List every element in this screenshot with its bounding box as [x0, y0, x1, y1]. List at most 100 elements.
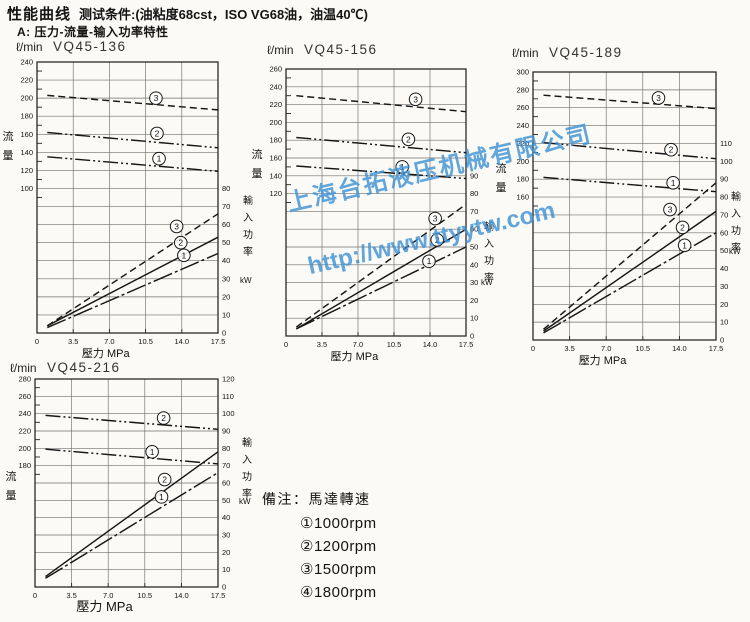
power-axis-label: 率 — [243, 245, 253, 258]
power-curve-badge-text: 1 — [427, 256, 432, 266]
power-tick-label: 120 — [222, 375, 235, 384]
flow-curve-badge-1000rpm — [145, 445, 159, 459]
x-tick-label: 7.0 — [601, 344, 611, 353]
power-tick-label: 70 — [222, 202, 230, 211]
x-tick-label: 14.0 — [672, 344, 687, 353]
model-label: VQ45-136 — [53, 39, 127, 54]
x-tick-label: 17.5 — [211, 591, 226, 600]
power-curve-badge-1500rpm — [663, 202, 677, 217]
power-tick-label: 80 — [222, 184, 230, 193]
power-axis-label: 功 — [731, 225, 741, 237]
x-tick-label: 0 — [35, 337, 39, 346]
x-tick-label: 0 — [531, 344, 535, 353]
model-label: VQ45-156 — [304, 42, 378, 57]
flow-axis-label: 量 — [6, 489, 17, 502]
power-axis-label: 率 — [242, 487, 252, 500]
power-tick-label: 40 — [720, 264, 728, 273]
flow-curve-badge-text: 2 — [155, 128, 160, 138]
flow-tick-label: 180 — [269, 136, 282, 145]
vq45-156-flow-curve-1200rpm — [296, 136, 467, 154]
x-tick-label: 14.0 — [174, 337, 189, 346]
flow-tick-label: 260 — [18, 392, 31, 401]
x-tick-label: 17.5 — [459, 340, 474, 349]
x-tick-label: 3.5 — [564, 344, 574, 353]
flow-curve-badge-text: 2 — [161, 413, 166, 423]
power-unit-label: kW — [239, 497, 251, 506]
power-tick-label: 70 — [720, 210, 728, 219]
flow-curve-badge-text: 3 — [413, 94, 418, 104]
x-axis-label: 壓力 MPa — [76, 599, 133, 614]
flow-tick-label: 200 — [269, 118, 282, 127]
flow-tick-label: 160 — [516, 193, 529, 202]
flow-tick-label: 200 — [516, 157, 529, 166]
x-tick-label: 14.0 — [423, 340, 438, 349]
x-tick-label: 3.5 — [68, 337, 78, 346]
flow-curve-badge-1200rpm — [401, 132, 416, 147]
flow-curve-badge-1000rpm — [666, 175, 680, 190]
power-tick-label: 30 — [222, 274, 230, 283]
vq45-136-power-curve-1000rpm — [47, 252, 219, 329]
x-tick-label: 10.5 — [387, 340, 402, 349]
power-axis-label: 輸 — [242, 436, 252, 449]
power-tick-label: 10 — [222, 310, 230, 319]
flow-curve-badge-text: 1 — [400, 162, 405, 172]
flow-curve-badge-1000rpm — [152, 151, 166, 166]
page-title: 性能曲线 测试条件:(油粘度68cst，ISO VG68油，油温40℃) — [7, 3, 368, 24]
x-tick-label: 17.5 — [211, 337, 226, 346]
vq45-156-power-curve-1000rpm — [295, 246, 467, 330]
power-curve-badge-text: 2 — [680, 222, 685, 232]
power-curve-badge-text: 2 — [435, 235, 440, 245]
power-axis-label: 入 — [731, 209, 741, 220]
power-axis-label: 入 — [484, 239, 494, 250]
flow-curve-badge-1200rpm — [664, 142, 678, 157]
chart-title-vq45-216: ℓ/min VQ45-216 — [10, 359, 121, 377]
power-tick-label: 50 — [222, 496, 230, 505]
power-tick-label: 60 — [720, 228, 728, 237]
vq45-189-power-curve-1500rpm — [543, 182, 717, 330]
power-tick-label: 40 — [470, 260, 478, 269]
vq45-136-flow-curve-1200rpm — [47, 131, 219, 149]
power-tick-label: 90 — [470, 171, 478, 180]
plot-frame — [34, 378, 219, 588]
power-curve-badge-1000rpm — [677, 238, 692, 253]
x-tick-label: 3.5 — [66, 591, 76, 600]
power-unit-label: kW — [729, 247, 741, 256]
vq45-216-power-curve-1200rpm — [45, 451, 219, 578]
flow-axis-label: 流 — [496, 161, 507, 175]
power-tick-label: 40 — [222, 256, 230, 265]
flow-curve-badge-text: 3 — [154, 93, 159, 103]
flow-tick-label: 120 — [20, 166, 33, 175]
power-tick-label: 30 — [470, 278, 478, 287]
flow-curve-badge-text: 1 — [150, 447, 155, 457]
flow-tick-label: 160 — [269, 154, 282, 163]
chart-title-vq45-136: ℓ/min VQ45-136 — [16, 38, 127, 56]
vq45-136-power-curve-1500rpm — [46, 213, 219, 327]
power-curve-badge-1200rpm — [157, 472, 172, 487]
vq45-189-power-curve-1000rpm — [543, 232, 717, 334]
power-tick-label: 10 — [470, 314, 478, 323]
vq45-156-power-curve-1500rpm — [295, 203, 467, 328]
power-tick-label: 20 — [222, 548, 230, 557]
flow-curve-badge-text: 3 — [656, 93, 661, 103]
power-tick-label: 100 — [222, 409, 235, 418]
power-tick-label: 30 — [222, 531, 230, 540]
vq45-216-flow-curve-1200rpm — [45, 414, 219, 431]
flow-tick-label: 180 — [18, 461, 31, 470]
power-axis-label: 輸 — [484, 220, 494, 233]
flow-curve-badge-text: 1 — [671, 178, 676, 188]
chart-title-vq45-189: ℓ/min VQ45-189 — [512, 44, 623, 62]
power-curve-badge-text: 3 — [668, 205, 673, 215]
vq45-216-power-curve-1000rpm — [45, 471, 219, 579]
power-tick-label: 80 — [720, 193, 728, 202]
power-tick-label: 20 — [470, 296, 478, 305]
flow-tick-label: 240 — [18, 409, 31, 418]
flow-unit-label: ℓ/min — [16, 40, 43, 54]
model-label: VQ45-216 — [47, 360, 121, 375]
power-tick-label: 50 — [720, 246, 728, 255]
vq45-156-flow-curve-1000rpm — [296, 165, 467, 180]
x-axis-label: 壓力 MPa — [579, 354, 628, 367]
flow-tick-label: 260 — [516, 103, 529, 112]
flow-unit-label: ℓ/min — [512, 46, 539, 60]
